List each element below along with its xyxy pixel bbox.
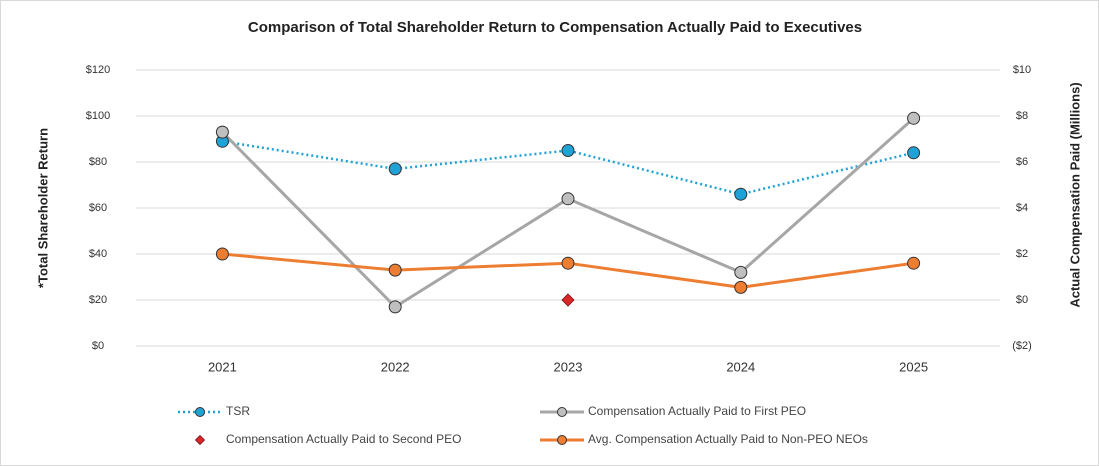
- chart-title: Comparison of Total Shareholder Return t…: [248, 19, 862, 36]
- point: [215, 125, 229, 139]
- point: [215, 247, 229, 261]
- y2-tick-label: $0: [1016, 294, 1028, 306]
- x-tick-label: 2024: [726, 359, 755, 374]
- y-tick-label: $120: [86, 64, 110, 76]
- y2-tick-label: ($2): [1012, 340, 1032, 352]
- point: [561, 144, 575, 157]
- legend-label: Compensation Actually Paid to Second PEO: [226, 432, 461, 446]
- y-tick-label: $80: [89, 156, 107, 168]
- x-tick-label: 2023: [554, 359, 583, 374]
- y2-tick-label: $4: [1016, 202, 1028, 214]
- point: [907, 256, 921, 270]
- legend-marker: [195, 407, 205, 417]
- legend-marker: [194, 434, 206, 446]
- legend-label: Compensation Actually Paid to First PEO: [588, 404, 806, 418]
- point: [734, 280, 748, 294]
- y2-tick-label: $2: [1016, 248, 1028, 260]
- y2-axis-label: Actual Compensation Paid (Millions): [1067, 82, 1082, 307]
- diamond-marker: [561, 293, 575, 307]
- y-tick-label: $100: [86, 110, 110, 122]
- y2-tick-label: $8: [1016, 110, 1028, 122]
- point: [388, 263, 402, 277]
- point: [907, 111, 921, 125]
- y-axis-label: *Total Shareholder Return: [35, 128, 50, 288]
- x-tick-label: 2021: [208, 359, 237, 374]
- point: [388, 300, 402, 314]
- point: [561, 256, 575, 270]
- legend-label: Avg. Compensation Actually Paid to Non-P…: [588, 432, 868, 446]
- x-tick-label: 2025: [899, 359, 928, 374]
- point: [561, 192, 575, 206]
- y-tick-label: $20: [89, 294, 107, 306]
- legend-marker: [557, 435, 567, 445]
- point: [907, 146, 921, 160]
- y2-tick-label: $10: [1013, 64, 1031, 76]
- y-tick-label: $0: [92, 340, 104, 352]
- legend-label: TSR: [226, 404, 250, 418]
- point: [388, 162, 402, 176]
- x-tick-label: 2022: [381, 359, 410, 374]
- y-tick-label: $40: [89, 248, 107, 260]
- y-tick-label: $60: [89, 202, 107, 214]
- point: [734, 265, 748, 279]
- legend-marker: [557, 407, 567, 417]
- point: [734, 187, 748, 201]
- y2-tick-label: $6: [1016, 156, 1028, 168]
- series-line: [222, 140, 914, 196]
